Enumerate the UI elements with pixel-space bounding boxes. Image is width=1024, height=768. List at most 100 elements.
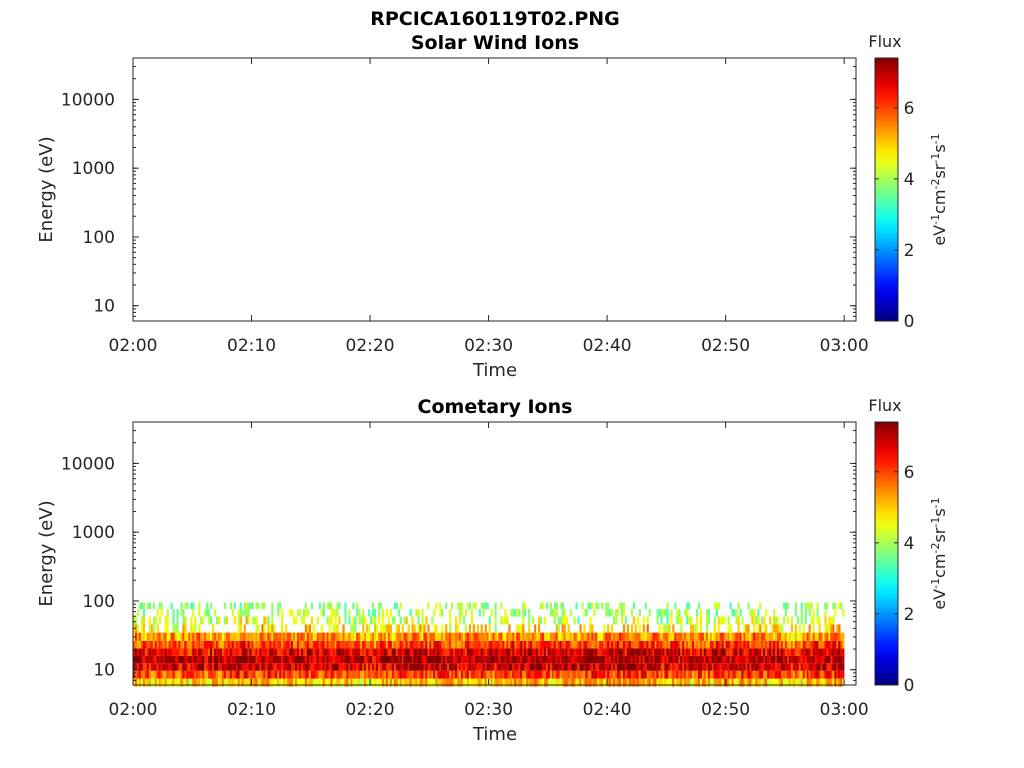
spectrogram-cell [674,640,677,649]
spectrogram-cell [822,670,825,679]
plot-area [133,58,856,321]
spectrogram-cell [488,655,491,664]
spectrogram-cell [616,640,620,649]
spectrogram-cell [715,663,718,671]
spectrogram-cell [362,624,365,633]
spectrogram-cell [672,678,675,687]
spectrogram-cell [364,670,367,679]
spectrogram-cell [221,640,225,649]
spectrogram-cell [366,632,369,641]
spectrogram-cell [557,670,560,679]
spectrogram-cell [575,632,578,641]
spectrogram-cell [567,632,570,641]
spectrogram-cell [757,624,760,633]
spectrogram-cell [324,670,327,679]
spectrogram-cell [828,663,831,671]
spectrogram-cell [822,648,825,656]
spectrogram-cell [391,663,395,671]
spectrogram-cell [338,648,341,656]
spectrogram-cell [520,648,523,656]
spectrogram-cell [302,670,306,679]
spectrogram-cell [842,648,845,656]
spectrogram-cell [733,609,736,617]
spectrogram-cell [800,602,803,610]
spectrogram-cell [589,632,592,641]
spectrogram-cell [832,663,835,671]
spectrogram-cell [701,640,705,649]
spectrogram-cell [352,670,355,679]
spectrogram-cell [160,670,163,679]
spectrogram-cell [285,670,288,679]
spectrogram-cell [261,678,264,687]
spectrogram-cell [644,678,647,687]
spectrogram-cell [324,655,327,664]
spectrogram-cell [391,648,395,656]
spectrogram-cell [407,655,410,664]
spectrogram-cell [733,670,736,679]
spectrogram-cell [518,663,521,671]
spectrogram-cell [660,663,663,671]
spectrogram-cell [711,678,715,687]
spectrogram-cell [549,632,553,641]
spectrogram-cell [273,678,276,687]
spectrogram-cell [338,602,341,610]
spectrogram-cell [287,640,290,649]
spectrogram-cell [279,632,282,641]
spectrogram-cell [134,632,138,641]
spectrogram-cell [628,640,632,649]
spectrogram-cell [405,655,408,664]
spectrogram-cell [484,670,487,679]
spectrogram-cell [597,602,600,610]
spectrogram-cell [255,632,258,641]
spectrogram-cell [186,655,189,664]
spectrogram-cell [421,648,424,656]
spectrogram-cell [160,602,163,610]
spectrogram-cell [650,640,653,649]
spectrogram-cell [308,624,312,633]
spectrogram-cell [152,648,155,656]
spectrogram-cell [707,648,711,656]
spectrogram-cell [543,640,547,649]
spectrogram-cell [840,632,843,641]
spectrogram-cell [239,663,242,671]
spectrogram-cell [488,670,491,679]
spectrogram-cell [569,609,572,617]
spectrogram-cell [383,640,387,649]
spectrogram-cell [421,663,424,671]
spectrogram-cell [528,632,531,641]
spectrogram-cell [694,632,697,641]
spectrogram-cell [622,663,626,671]
spectrogram-cell [279,663,282,671]
spectrogram-cell [184,648,187,656]
spectrogram-cell [200,663,203,671]
colorbar-tick-label: 0 [904,312,915,332]
spectrogram-cell [458,655,462,664]
spectrogram-cell [200,678,203,687]
spectrogram-cell [709,655,713,664]
spectrogram-cell [660,640,663,649]
spectrogram-cell [239,670,242,679]
spectrogram-cell [668,632,671,641]
spectrogram-cell [160,632,163,641]
spectrogram-cell [358,663,361,671]
spectrogram-cell [761,616,764,625]
spectrogram-cell [771,678,774,687]
spectrogram-cell [500,602,503,610]
spectrogram-cell [267,663,270,671]
spectrogram-cell [360,640,363,649]
spectrogram-cell [711,648,715,656]
spectrogram-cell [539,640,543,649]
spectrogram-cell [334,678,337,687]
spectrogram-cell [818,678,821,687]
spectrogram-cell [520,678,523,687]
spectrogram-cell [356,670,359,679]
spectrogram-cell [688,602,691,610]
spectrogram-cell [379,670,383,679]
spectrogram-cell [439,670,442,679]
spectrogram-cell [654,640,657,649]
spectrogram-cell [140,640,144,649]
spectrogram-cell [360,678,363,687]
spectrogram-cell [336,663,339,671]
spectrogram-cell [666,648,669,656]
spectrogram-cell [571,663,574,671]
